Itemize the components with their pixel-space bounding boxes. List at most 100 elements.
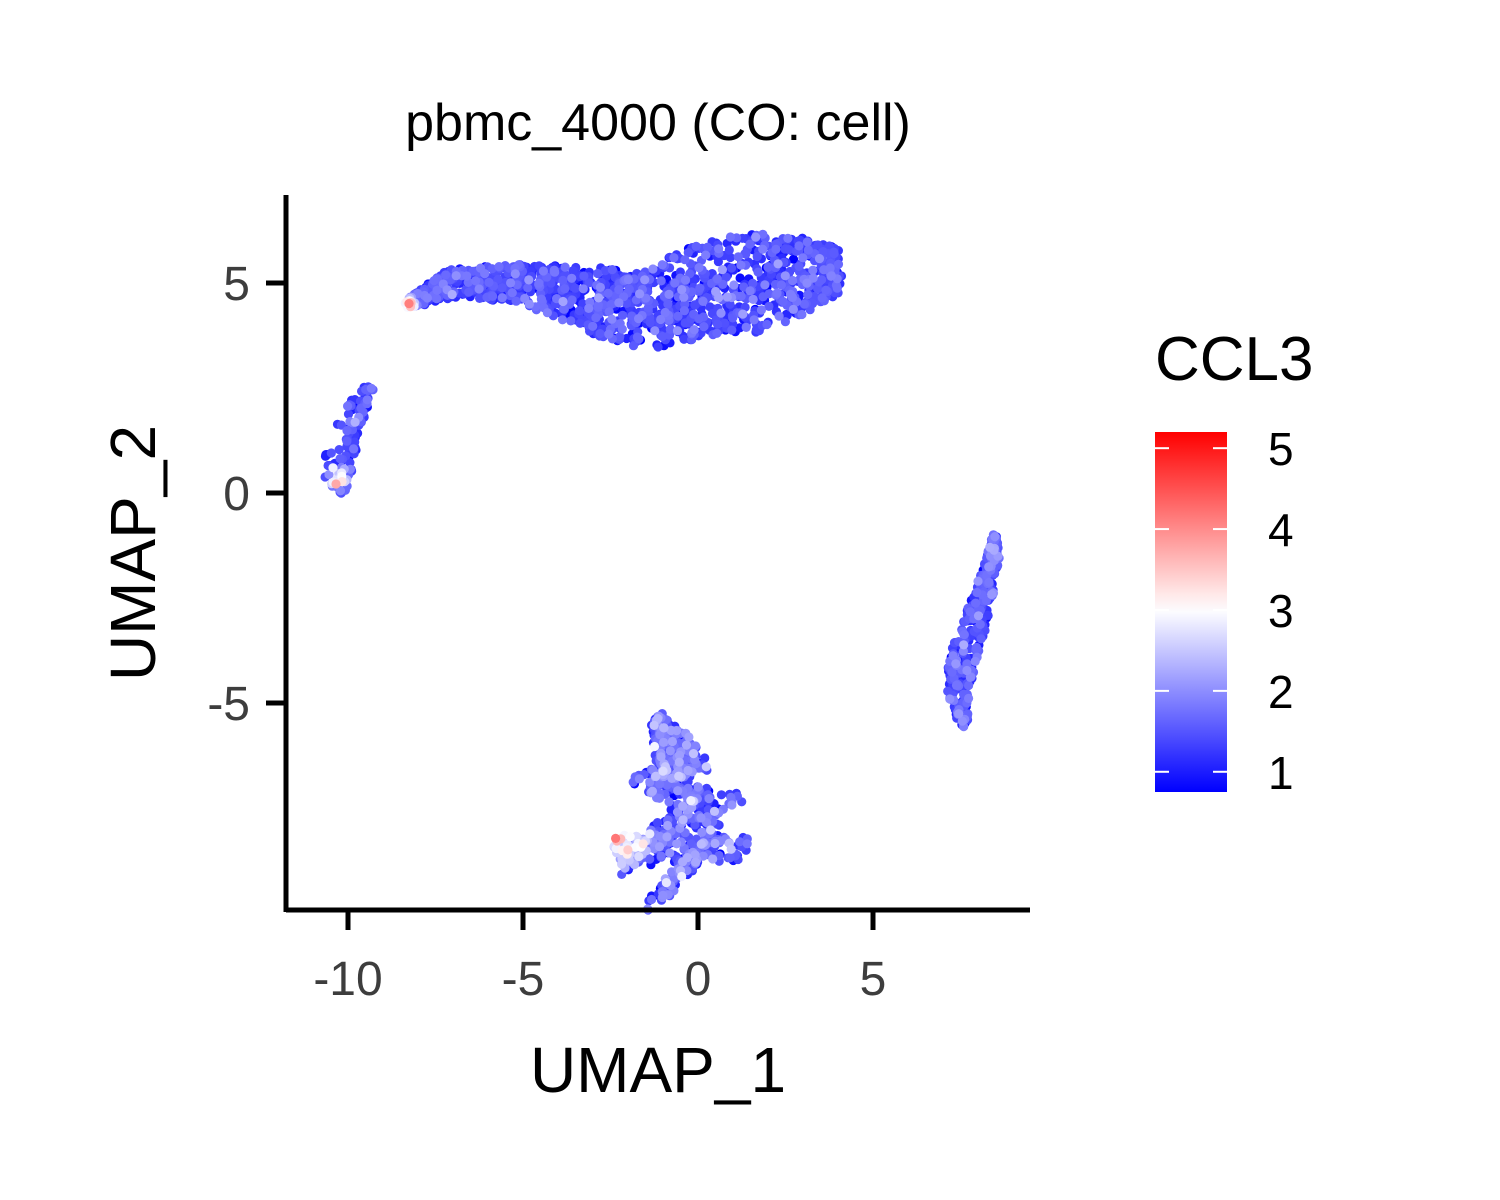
data-point bbox=[617, 324, 627, 334]
data-point bbox=[741, 249, 751, 259]
data-point bbox=[698, 296, 708, 306]
data-point bbox=[951, 680, 962, 691]
data-point bbox=[818, 247, 828, 257]
data-point bbox=[550, 267, 560, 277]
data-point bbox=[659, 737, 669, 748]
data-point bbox=[808, 273, 818, 283]
data-point bbox=[654, 842, 665, 852]
data-point bbox=[951, 659, 961, 669]
data-point bbox=[691, 241, 701, 251]
data-point bbox=[510, 269, 520, 279]
data-point bbox=[593, 300, 604, 310]
data-point bbox=[607, 314, 617, 324]
data-point bbox=[990, 532, 1000, 542]
data-point bbox=[697, 827, 707, 837]
data-point bbox=[714, 244, 724, 254]
color-legend: CCL3 1 2 3 4 5 bbox=[1155, 325, 1314, 799]
data-point bbox=[778, 297, 788, 307]
data-point bbox=[588, 321, 598, 331]
data-point bbox=[970, 656, 980, 667]
data-point bbox=[667, 773, 677, 784]
data-point bbox=[727, 800, 737, 810]
data-point bbox=[615, 332, 625, 342]
data-point bbox=[324, 469, 334, 480]
data-point bbox=[647, 786, 658, 796]
data-point bbox=[735, 273, 745, 283]
data-point bbox=[710, 838, 720, 849]
data-point bbox=[679, 334, 689, 344]
data-point bbox=[566, 316, 576, 326]
data-point bbox=[729, 280, 739, 290]
data-point bbox=[623, 275, 634, 285]
data-point bbox=[712, 274, 722, 284]
data-point bbox=[691, 741, 701, 751]
data-point bbox=[623, 845, 633, 855]
data-point bbox=[350, 437, 360, 447]
data-point bbox=[748, 294, 758, 304]
data-point bbox=[655, 779, 665, 789]
data-point bbox=[794, 241, 804, 251]
data-point bbox=[432, 285, 442, 295]
data-point bbox=[788, 304, 799, 314]
data-point bbox=[783, 233, 793, 243]
data-point bbox=[808, 265, 818, 275]
data-point bbox=[753, 267, 763, 277]
data-point bbox=[497, 293, 507, 303]
data-point bbox=[638, 839, 648, 849]
data-point bbox=[662, 832, 672, 842]
data-point bbox=[595, 329, 605, 339]
data-point bbox=[350, 417, 360, 427]
data-point bbox=[814, 254, 825, 264]
data-point bbox=[345, 458, 355, 468]
data-point bbox=[335, 454, 345, 464]
legend-tick-label: 3 bbox=[1268, 585, 1294, 637]
data-point bbox=[954, 709, 964, 719]
data-point bbox=[584, 303, 594, 313]
data-point bbox=[334, 445, 344, 455]
data-point bbox=[764, 301, 774, 311]
data-point bbox=[447, 289, 457, 300]
data-point bbox=[462, 271, 472, 281]
data-point bbox=[727, 263, 737, 273]
data-point bbox=[984, 577, 994, 588]
data-point bbox=[751, 232, 761, 242]
data-point bbox=[558, 275, 568, 285]
data-point bbox=[688, 276, 698, 286]
data-point bbox=[832, 283, 842, 293]
data-point bbox=[524, 299, 535, 309]
data-point bbox=[404, 299, 414, 309]
data-point bbox=[649, 720, 659, 731]
data-point bbox=[507, 288, 517, 298]
chart-title: pbmc_4000 (CO: cell) bbox=[405, 94, 911, 152]
data-point bbox=[971, 644, 982, 654]
data-point bbox=[429, 276, 439, 286]
data-point bbox=[817, 275, 827, 285]
data-point bbox=[742, 839, 752, 849]
data-point bbox=[657, 260, 667, 270]
data-point bbox=[721, 272, 731, 282]
data-point bbox=[640, 275, 650, 285]
data-point bbox=[683, 248, 693, 258]
data-point bbox=[662, 780, 672, 790]
data-point bbox=[726, 844, 736, 854]
data-point bbox=[691, 857, 701, 867]
data-point bbox=[716, 790, 727, 800]
data-point bbox=[604, 329, 614, 339]
data-point bbox=[480, 269, 490, 279]
data-point bbox=[947, 667, 957, 677]
data-point bbox=[664, 797, 674, 807]
data-point bbox=[664, 289, 674, 299]
data-point bbox=[558, 296, 568, 307]
data-point bbox=[965, 672, 975, 683]
data-point bbox=[542, 308, 553, 318]
data-point bbox=[695, 283, 705, 293]
data-point bbox=[690, 300, 700, 310]
data-point bbox=[726, 792, 736, 803]
data-point bbox=[538, 266, 549, 276]
data-point bbox=[658, 766, 668, 776]
data-point bbox=[488, 291, 498, 301]
data-point bbox=[798, 253, 808, 263]
data-point bbox=[672, 326, 683, 336]
data-point bbox=[802, 237, 812, 247]
x-axis-ticks: -10 -5 0 5 bbox=[313, 910, 886, 1006]
